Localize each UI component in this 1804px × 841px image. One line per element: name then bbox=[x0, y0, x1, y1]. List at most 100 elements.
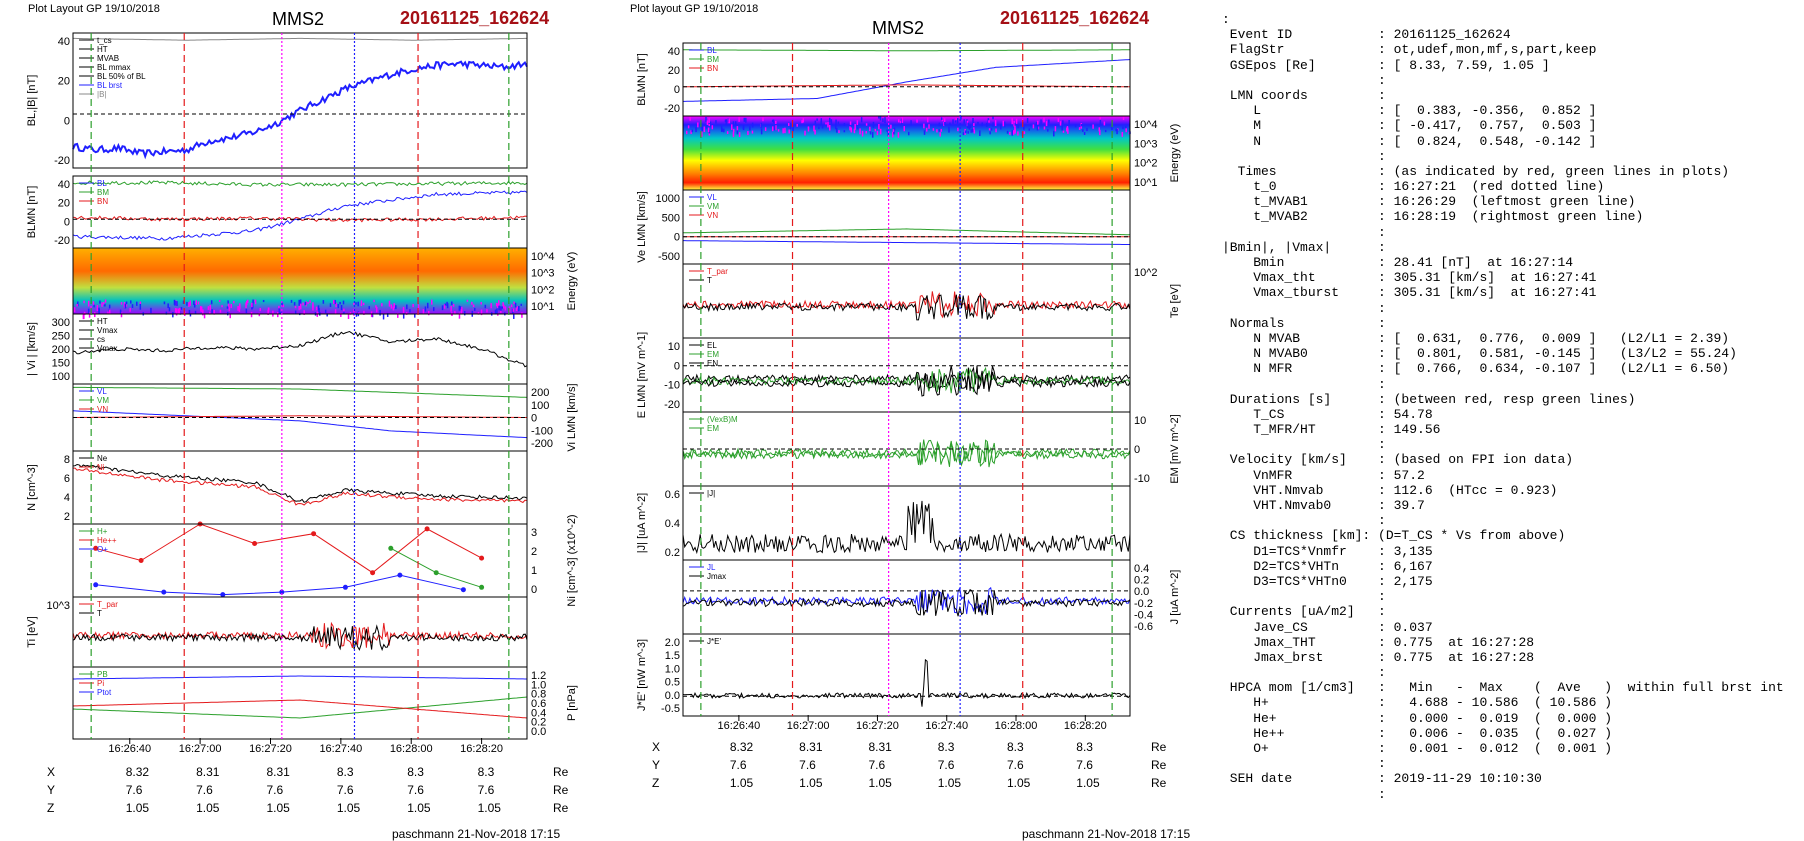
spectrogram-pixel bbox=[910, 120, 912, 126]
spectrogram-pixel bbox=[969, 124, 972, 129]
spectrogram-pixel bbox=[789, 122, 791, 127]
spectrogram-pixel bbox=[736, 129, 739, 135]
spectrogram-pixel bbox=[233, 300, 235, 304]
spectrogram-pixel bbox=[973, 123, 975, 127]
y-tick-label: 10 bbox=[668, 341, 680, 353]
spectrogram-pixel bbox=[252, 299, 254, 304]
left-footer: paschmann 21-Nov-2018 17:15 bbox=[392, 827, 561, 841]
info-line: VHT.Nmvab : 112.6 (HTcc = 0.923) bbox=[1222, 482, 1558, 498]
spectrogram-pixel bbox=[943, 122, 945, 127]
mid-plot-header: Plot layout GP 19/10/2018 bbox=[630, 3, 759, 15]
legend-entry: EM bbox=[707, 350, 719, 359]
spectrogram-pixel bbox=[355, 302, 357, 305]
spectrogram-pixel bbox=[150, 307, 152, 314]
info-line: L : [ 0.383, -0.356, 0.852 ] bbox=[1222, 103, 1597, 119]
spectrogram-pixel bbox=[88, 312, 91, 318]
spectrogram-pixel bbox=[850, 127, 853, 133]
legend-entry: Ni bbox=[97, 463, 105, 472]
position-value: 7.6 bbox=[125, 783, 143, 797]
y-tick-label: -10 bbox=[664, 380, 680, 392]
spectrogram-pixel bbox=[120, 302, 123, 305]
panel-frame bbox=[72, 313, 528, 385]
position-value: 7.6 bbox=[1007, 758, 1024, 772]
spectrogram-pixel bbox=[371, 312, 374, 318]
position-value: 1.05 bbox=[729, 776, 754, 790]
y-tick-label: 1.0 bbox=[531, 679, 546, 691]
spectrogram-pixel bbox=[827, 122, 829, 128]
info-line: : bbox=[1222, 72, 1386, 88]
spectrogram-pixel bbox=[1061, 125, 1063, 131]
spectrogram-pixel bbox=[1023, 131, 1026, 135]
spectrogram-pixel bbox=[792, 125, 794, 132]
spectrogram-pixel bbox=[760, 122, 763, 129]
spectrogram-pixel bbox=[99, 300, 101, 304]
spectrogram-pixel bbox=[1011, 118, 1013, 125]
spectrogram-pixel bbox=[227, 300, 229, 304]
spectrogram-pixel bbox=[865, 123, 868, 126]
spectrogram-pixel bbox=[701, 131, 703, 137]
position-value: 8.3 bbox=[1007, 740, 1024, 754]
y-tick-label: 0.6 bbox=[665, 489, 680, 501]
spectrogram-pixel bbox=[381, 303, 383, 307]
y-axis-label: BL,|B| [nT] bbox=[26, 75, 38, 127]
spectrogram-pixel bbox=[360, 300, 363, 307]
y-tick-label: 0.6 bbox=[531, 698, 546, 710]
y-tick-label: 10^2 bbox=[1134, 158, 1158, 170]
spectrogram-pixel bbox=[188, 302, 190, 307]
y-tick-label: 1000 bbox=[656, 193, 680, 205]
spectrogram-pixel bbox=[687, 125, 690, 129]
position-axis-label: X bbox=[47, 765, 56, 779]
y-tick-label: 10^4 bbox=[1134, 119, 1158, 131]
y-tick-label: 10^2 bbox=[531, 284, 555, 296]
spectrogram-pixel bbox=[451, 313, 453, 316]
spectrogram-pixel bbox=[816, 118, 818, 121]
spectrogram-pixel bbox=[751, 130, 754, 134]
spectrogram-pixel bbox=[466, 299, 469, 302]
position-axis-label: Y bbox=[652, 758, 661, 772]
series-line bbox=[683, 240, 1130, 245]
spectrogram-pixel bbox=[818, 126, 820, 130]
spectrogram-pixel bbox=[828, 117, 831, 123]
info-line: HPCA mom [1/cm3] : Min - Max ( Ave ) wit… bbox=[1222, 680, 1784, 696]
spectrogram-pixel bbox=[280, 311, 282, 314]
y-tick-label: 0.4 bbox=[1134, 563, 1149, 575]
spectrogram-pixel bbox=[368, 306, 371, 310]
spectrogram-pixel bbox=[1023, 124, 1025, 130]
spectrogram-pixel bbox=[108, 304, 111, 309]
spectrogram-pixel bbox=[1103, 121, 1106, 126]
spectrogram-pixel bbox=[405, 312, 408, 315]
spectrogram-pixel bbox=[459, 306, 462, 311]
spectrogram-pixel bbox=[471, 313, 474, 317]
spectrogram-pixel bbox=[512, 308, 515, 312]
spectrogram-pixel bbox=[952, 119, 954, 124]
series-line bbox=[95, 574, 464, 596]
spectrogram-pixel bbox=[375, 305, 377, 308]
spectrogram-pixel bbox=[830, 119, 833, 126]
spectrogram-pixel bbox=[77, 301, 79, 307]
position-value: 8.31 bbox=[266, 765, 290, 779]
position-value: 7.6 bbox=[868, 758, 886, 772]
spectrogram-pixel bbox=[107, 311, 109, 315]
spectrogram-pixel bbox=[967, 122, 969, 129]
info-line: t_MVAB2 : 16:28:19 (rightmost green line… bbox=[1222, 209, 1644, 225]
panel-frame bbox=[682, 633, 1131, 717]
spectrogram-pixel bbox=[943, 118, 946, 123]
y-tick-label: 200 bbox=[531, 387, 549, 399]
spectrogram-pixel bbox=[689, 116, 691, 120]
spectrogram-pixel bbox=[967, 131, 969, 134]
series-line bbox=[682, 439, 1131, 468]
spectrogram-pixel bbox=[424, 306, 427, 312]
spectrogram-pixel bbox=[784, 127, 786, 134]
spectrogram-pixel bbox=[188, 310, 191, 314]
spectrogram-pixel bbox=[981, 122, 983, 127]
series-line bbox=[73, 386, 528, 398]
y-tick-label: 20 bbox=[58, 76, 70, 88]
y-tick-label: 10^1 bbox=[531, 301, 555, 313]
spectrogram-pixel bbox=[1080, 124, 1083, 127]
left-plot-header: Plot Layout GP 19/10/2018 bbox=[28, 3, 160, 15]
spectrogram-pixel bbox=[706, 120, 709, 125]
y-tick-label: -20 bbox=[664, 103, 680, 115]
y-tick-label: 10^3 bbox=[1134, 138, 1158, 150]
spectrogram-pixel bbox=[258, 312, 261, 317]
